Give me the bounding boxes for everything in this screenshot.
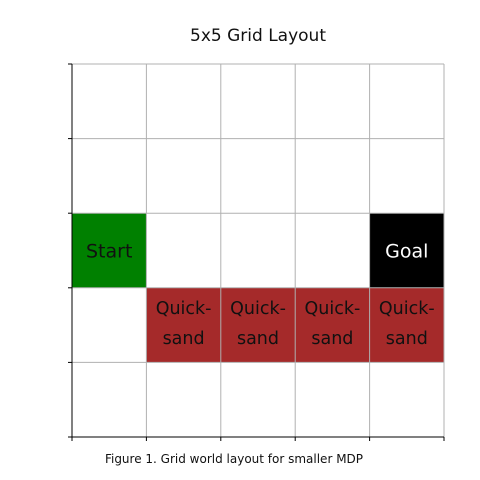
cell-label-quicksand-line1: Quick- [230,299,286,319]
cell-label-quicksand-line2: sand [163,329,205,349]
cell-label-quicksand-line2: sand [237,329,279,349]
cell-label-quicksand-line1: Quick- [156,299,212,319]
cell-label-quicksand-line1: Quick- [304,299,360,319]
cell-label-start: Start [86,241,132,263]
figure-caption: Figure 1. Grid world layout for smaller … [105,452,363,466]
figure-title: 5x5 Grid Layout [190,26,326,46]
grid-axes [68,63,445,441]
cell-quicksand-r3-c2 [220,287,296,363]
cell-label-quicksand-line2: sand [386,329,428,349]
grid-lines [72,63,445,437]
cell-labels: Start Goal Quick-sand Quick-sand Quick-sand Q… [86,241,435,350]
cell-label-goal: Goal [385,241,428,263]
grid-cells [72,213,444,363]
cell-label-quicksand-line1: Quick- [379,299,435,319]
cell-quicksand-r3-c1 [146,287,221,363]
cell-quicksand-r3-c4 [369,287,444,363]
cell-quicksand-r3-c3 [295,287,370,363]
cell-label-quicksand-line2: sand [311,329,353,349]
cell-start-r2-c0 [72,213,147,288]
cell-goal-r2-c4 [369,213,444,288]
